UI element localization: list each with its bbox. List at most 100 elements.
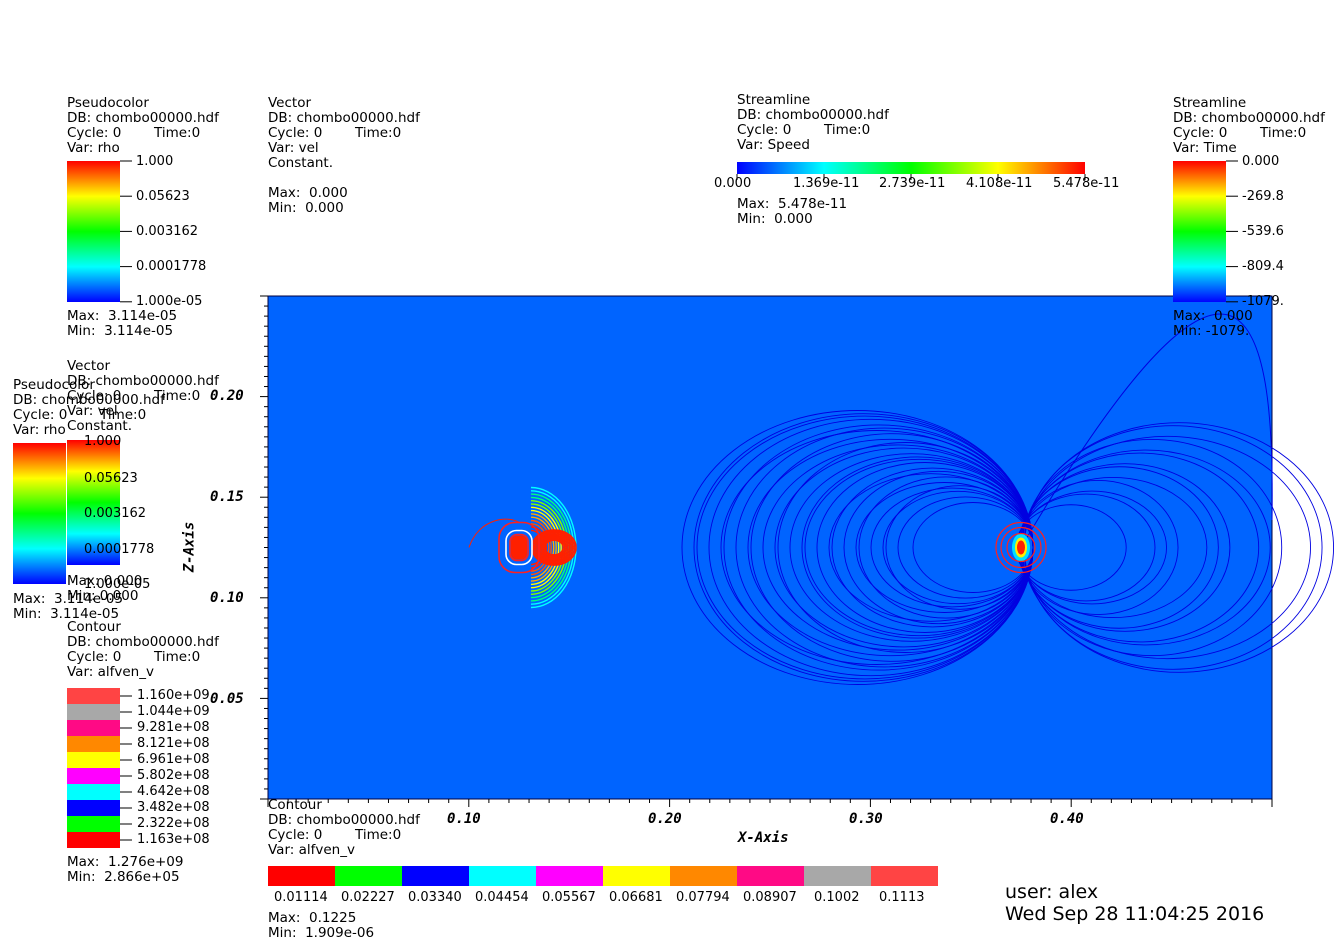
legend-max: Max: 3.114e-05 bbox=[13, 591, 124, 607]
streamline-arc bbox=[1020, 313, 1273, 548]
contour-level-label: 8.121e+08 bbox=[137, 736, 210, 751]
legend-min: Min: 1.909e-06 bbox=[268, 925, 375, 941]
legend-min: Min: 3.114e-05 bbox=[67, 323, 174, 339]
legend-time: Time:0 bbox=[154, 125, 201, 141]
streamline-shell bbox=[530, 506, 562, 589]
legend-min: Min: 0.000 bbox=[268, 200, 344, 216]
vector-legend: Vector DB: chombo00000.hdf Cycle: 0 Time:… bbox=[268, 96, 420, 216]
legend-var: Var: alfven_v bbox=[268, 842, 355, 858]
legend-var: Var: vel bbox=[268, 140, 319, 156]
legend-constant: Constant. bbox=[268, 155, 333, 171]
contour2-level-label: 0.1002 bbox=[814, 890, 860, 905]
legend-db: DB: chombo00000.hdf bbox=[67, 373, 219, 389]
legend-db: DB: chombo00000.hdf bbox=[67, 110, 219, 126]
streamline-shell bbox=[530, 526, 547, 569]
streamline-shell bbox=[530, 516, 555, 579]
contour2-level-label: 0.02227 bbox=[341, 890, 395, 905]
legend-cycle: Cycle: 0 bbox=[1173, 125, 1228, 141]
vector2-tick-label: 1.000 bbox=[84, 434, 122, 449]
legend-plot-name: Streamline bbox=[737, 92, 811, 108]
streamline-shell bbox=[534, 531, 574, 564]
contour2-range: Max: 0.1225 Min: 1.909e-06 bbox=[268, 911, 374, 941]
pseudocolor2-legend: Pseudocolor DB: chombo00000.hdf Cycle: 0… bbox=[13, 378, 165, 438]
contour2-swatch bbox=[469, 866, 536, 886]
contour-swatch bbox=[67, 736, 120, 752]
x-tick-label: 0.20 bbox=[648, 811, 682, 827]
contour2-level-label: 0.01114 bbox=[274, 890, 328, 905]
streamline-shell bbox=[530, 523, 550, 572]
legend-time: Time:0 bbox=[154, 388, 201, 404]
legend-plot-name: Streamline bbox=[1173, 95, 1247, 111]
contour2-swatch bbox=[603, 866, 670, 886]
legend-min: Min: 3.114e-05 bbox=[13, 606, 120, 622]
pseudocolor-tick-label: 0.0001778 bbox=[136, 259, 207, 274]
y-axis-title: Z-Axis bbox=[181, 521, 198, 573]
streamline-time-colorbar bbox=[1173, 161, 1226, 302]
y-tick-label: 0.05 bbox=[210, 691, 244, 707]
vector2-colorbar bbox=[67, 440, 120, 565]
speed-tick-label: 5.478e-11 bbox=[1053, 176, 1120, 191]
legend-time: Time:0 bbox=[154, 649, 201, 665]
contour2-level-label: 0.08907 bbox=[743, 890, 797, 905]
pseudocolor2-colorbar bbox=[13, 443, 66, 584]
source-ring bbox=[509, 533, 529, 562]
legend-cycle: Cycle: 0 bbox=[268, 125, 323, 141]
pseudocolor-tick-label: 1.000e-05 bbox=[136, 294, 203, 309]
rings bbox=[498, 521, 1047, 574]
contour2-level-label: 0.1113 bbox=[879, 890, 925, 905]
speed-tick-label: 1.369e-11 bbox=[793, 176, 860, 191]
legend-constant: Constant. bbox=[67, 418, 132, 434]
streamline-arc bbox=[468, 518, 520, 548]
y-tick-label: 0.20 bbox=[210, 388, 244, 404]
pseudocolor-tick-label: 0.003162 bbox=[136, 224, 199, 239]
legend-plot-name: Pseudocolor bbox=[67, 95, 149, 111]
colorbar-ticks bbox=[120, 160, 1238, 303]
pseudocolor2-range: Max: 3.114e-05 Min: 3.114e-05 bbox=[13, 592, 123, 622]
contour-level-label: 1.163e+08 bbox=[137, 832, 210, 847]
contour-swatch bbox=[67, 688, 120, 704]
contour2-level-label: 0.04454 bbox=[475, 890, 529, 905]
legend-db: DB: chombo00000.hdf bbox=[737, 107, 889, 123]
legend-min: Min: 0.000 bbox=[67, 588, 139, 604]
timestamp-label: Wed Sep 28 11:04:25 2016 bbox=[1005, 903, 1265, 925]
legend-var: Var: rho bbox=[67, 140, 120, 156]
field-background bbox=[267, 295, 1273, 800]
contour2-swatch bbox=[670, 866, 737, 886]
pseudocolor-colorbar bbox=[67, 161, 120, 302]
contour-range: Max: 1.276e+09 Min: 2.866e+05 bbox=[67, 855, 183, 885]
contour2-swatch bbox=[871, 866, 938, 886]
contour2-level-label: 0.07794 bbox=[676, 890, 730, 905]
streamline-shell bbox=[535, 532, 572, 563]
legend-db: DB: chombo00000.hdf bbox=[67, 634, 219, 650]
legend-time: Time:0 bbox=[1260, 125, 1307, 141]
contour-legend: Contour DB: chombo00000.hdf Cycle: 0 Time… bbox=[67, 620, 219, 680]
contour-level-label: 1.044e+09 bbox=[137, 704, 210, 719]
legend-max: Max: 0.000 bbox=[1173, 308, 1253, 324]
x-axis-title: X-Axis bbox=[738, 830, 789, 846]
legend-max: Max: 0.1225 bbox=[268, 910, 357, 926]
streamline-speed-range: Max: 5.478e-11 Min: 0.000 bbox=[737, 197, 847, 227]
streamlines-left bbox=[468, 486, 577, 609]
legend-db: DB: chombo00000.hdf bbox=[13, 392, 165, 408]
legend-max: Max: 0.000 bbox=[67, 573, 143, 589]
streamline-time-legend: Streamline DB: chombo00000.hdf Cycle: 0 T… bbox=[1173, 96, 1325, 156]
legend-db: DB: chombo00000.hdf bbox=[268, 110, 420, 126]
pseudocolor-tick-label: 1.000 bbox=[136, 154, 174, 169]
legend-var: Var: alfven_v bbox=[67, 664, 154, 680]
time-tick-label: -1079. bbox=[1242, 294, 1284, 309]
contour2-level-label: 0.06681 bbox=[609, 890, 663, 905]
legend-db: DB: chombo00000.hdf bbox=[1173, 110, 1325, 126]
legend-max: Max: 0.000 bbox=[268, 185, 348, 201]
source-core bbox=[511, 535, 527, 560]
contour-level-label: 2.322e+08 bbox=[137, 816, 210, 831]
contour-level-label: 4.642e+08 bbox=[137, 784, 210, 799]
streamline-shell bbox=[540, 536, 568, 559]
contour-swatch bbox=[67, 800, 120, 816]
time-tick-label: 0.000 bbox=[1242, 154, 1280, 169]
source-ring bbox=[1006, 532, 1036, 563]
streamline-loop bbox=[681, 410, 1034, 685]
vector2-range: Max: 0.000 Min: 0.000 bbox=[67, 574, 142, 604]
pseudocolor-range: Max: 3.114e-05 Min: 3.114e-05 bbox=[67, 309, 177, 339]
y-tick-label: 0.15 bbox=[210, 489, 244, 505]
source-ring bbox=[505, 529, 533, 566]
